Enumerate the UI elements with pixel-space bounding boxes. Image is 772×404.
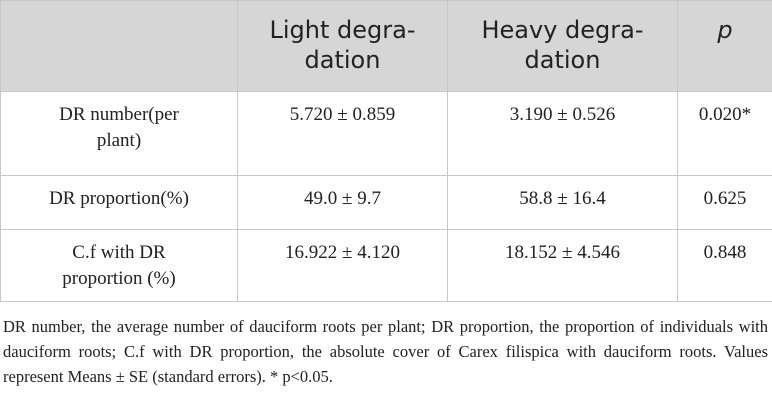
table-cell: 0.020*	[677, 91, 772, 176]
table-cell: 16.922 ± 4.120	[237, 229, 448, 302]
table-row: C.f with DR proportion (%) 16.922 ± 4.120…	[0, 229, 772, 302]
table-cell: 5.720 ± 0.859	[237, 91, 448, 176]
header-text: p	[717, 16, 733, 44]
table-cell: DR number(per plant)	[0, 91, 238, 176]
table-row: DR proportion(%) 49.0 ± 9.7 58.8 ± 16.4 0.6…	[0, 175, 772, 230]
header-cell	[0, 0, 238, 92]
table-row: DR number(per plant) 5.720 ± 0.859 3.190 ±…	[0, 91, 772, 176]
table-cell: DR proportion(%)	[0, 175, 238, 230]
table-cell: 58.8 ± 16.4	[447, 175, 678, 230]
table-cell: 0.848	[677, 229, 772, 302]
header-row: Light degra-dation Heavy degra-dation p	[0, 0, 772, 92]
header-cell: Heavy degra-dation	[447, 0, 678, 92]
header-text: Light degra-	[269, 16, 416, 44]
table-cell: 3.190 ± 0.526	[447, 91, 678, 176]
header-cell: p	[677, 0, 772, 92]
table-cell: 18.152 ± 4.546	[447, 229, 678, 302]
table-cell: 0.625	[677, 175, 772, 230]
table-cell: C.f with DR proportion (%)	[0, 229, 238, 302]
header-text: Heavy degra-	[481, 16, 644, 44]
header-text: dation	[524, 46, 601, 74]
table-cell: 49.0 ± 9.7	[237, 175, 448, 230]
header-cell: Light degra-dation	[237, 0, 448, 92]
data-table: Light degra-dation Heavy degra-dation p DR…	[0, 0, 772, 302]
header-text: dation	[304, 46, 381, 74]
footnote: DR number, the average number of daucifo…	[3, 317, 768, 386]
